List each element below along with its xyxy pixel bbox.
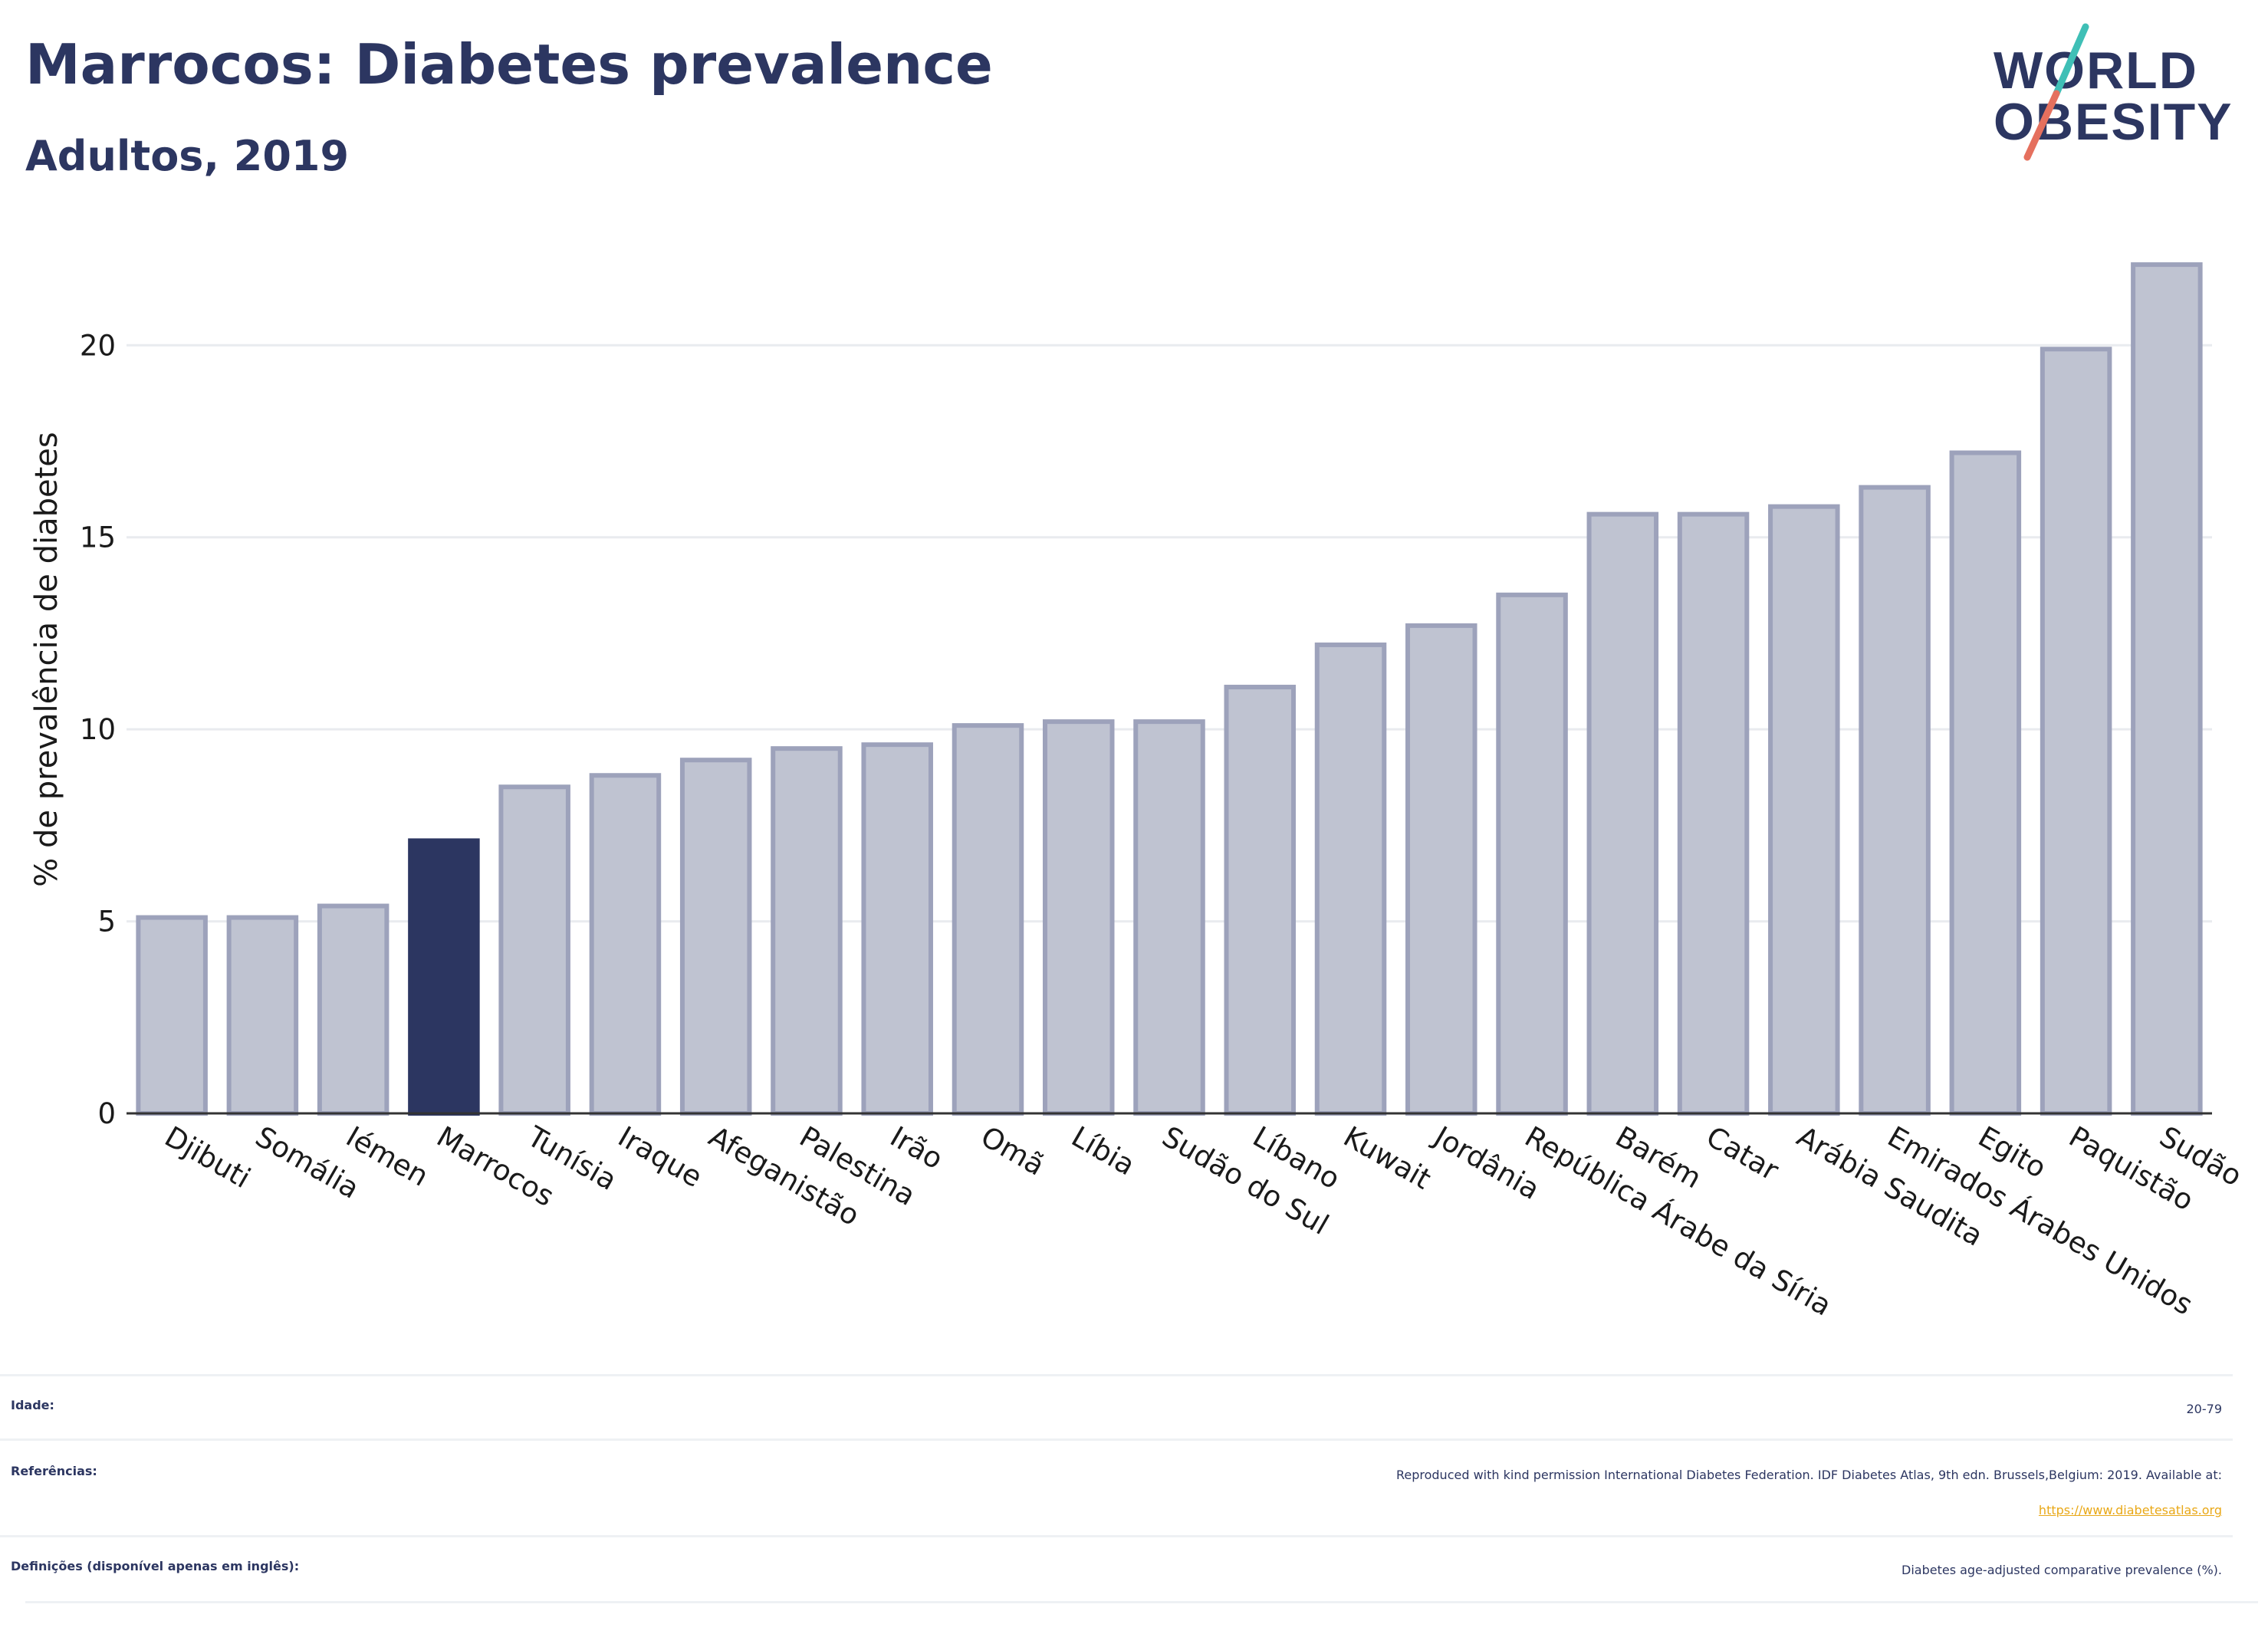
bar-egito[interactable] bbox=[1949, 450, 2022, 1116]
references-text: Reproduced with kind permission Internat… bbox=[1395, 1468, 2222, 1482]
world-obesity-logo: WORLD OBESITY bbox=[1994, 23, 2254, 169]
bar-iémen[interactable] bbox=[317, 903, 390, 1116]
x-tick-label: Jordânia bbox=[1428, 1119, 1546, 1207]
bar-sudão-do-sul[interactable] bbox=[1133, 719, 1205, 1116]
x-tick-label: Catar bbox=[1701, 1120, 1785, 1188]
y-tick-label: 5 bbox=[97, 906, 116, 939]
bar-djibuti[interactable] bbox=[136, 915, 208, 1116]
x-tick-label: Kuwait bbox=[1338, 1120, 1437, 1196]
logo-line-1: WORLD bbox=[1994, 41, 2198, 100]
x-tick-label: Omã bbox=[975, 1120, 1050, 1182]
y-tick-label: 0 bbox=[97, 1097, 116, 1130]
bar-catar[interactable] bbox=[1677, 511, 1750, 1116]
age-value: 20-79 bbox=[2186, 1402, 2223, 1416]
bar-somália[interactable] bbox=[226, 915, 299, 1116]
bar-emirados-árabes-unidos[interactable] bbox=[1859, 485, 1931, 1116]
definitions-label: Definições (disponível apenas em inglês)… bbox=[11, 1559, 300, 1573]
bar-kuwait[interactable] bbox=[1314, 642, 1387, 1116]
definitions-value: Diabetes age-adjusted comparative preval… bbox=[1902, 1563, 2222, 1577]
x-tick-label: Iraque bbox=[613, 1120, 708, 1194]
references-value: Reproduced with kind permission Internat… bbox=[1396, 1458, 2222, 1528]
chart-title: Marrocos: Diabetes prevalence bbox=[25, 32, 993, 97]
x-tick-label: Líbia bbox=[1066, 1120, 1140, 1182]
bar-irão[interactable] bbox=[861, 742, 933, 1116]
bar-tunísia[interactable] bbox=[498, 784, 570, 1116]
bar-arábia-saudita[interactable] bbox=[1768, 504, 1840, 1116]
bar-paquistão[interactable] bbox=[2040, 347, 2112, 1116]
info-bottom-divider bbox=[25, 1601, 2258, 1603]
x-tick-label: Somália bbox=[250, 1120, 365, 1205]
age-label: Idade: bbox=[11, 1398, 54, 1412]
bar-iraque[interactable] bbox=[589, 773, 662, 1116]
bar-república-árabe-da-síria[interactable] bbox=[1496, 592, 1568, 1116]
y-axis-label: % de prevalência de diabetes bbox=[29, 432, 64, 886]
bar-barém[interactable] bbox=[1586, 511, 1659, 1116]
bar-marrocos[interactable] bbox=[408, 838, 480, 1116]
info-row-definitions: Definições (disponível apenas em inglês)… bbox=[0, 1535, 2233, 1577]
references-link[interactable]: https://www.diabetesatlas.org bbox=[2038, 1503, 2222, 1517]
bar-líbano[interactable] bbox=[1224, 685, 1297, 1116]
chart-subtitle: Adultos, 2019 bbox=[25, 132, 350, 180]
y-tick-label: 15 bbox=[80, 521, 116, 554]
bar-chart: 05101520DjibutiSomáliaIémenMarrocosTunís… bbox=[29, 262, 2247, 1323]
info-row-age: Idade: 20-79 bbox=[0, 1374, 2233, 1416]
bar-palestina[interactable] bbox=[771, 746, 843, 1116]
bar-líbia[interactable] bbox=[1042, 719, 1115, 1116]
bar-afeganistão[interactable] bbox=[679, 758, 752, 1116]
bar-omã[interactable] bbox=[952, 723, 1024, 1116]
slash-mark-icon bbox=[2023, 23, 2089, 161]
x-tick-label: Djibuti bbox=[159, 1120, 256, 1195]
y-tick-label: 10 bbox=[80, 713, 116, 746]
bars bbox=[136, 262, 2203, 1116]
info-row-references: Referências: Reproduced with kind permis… bbox=[0, 1438, 2233, 1517]
references-label: Referências: bbox=[11, 1464, 97, 1478]
bar-jordânia[interactable] bbox=[1405, 623, 1477, 1116]
y-tick-label: 20 bbox=[80, 329, 116, 362]
bar-sudão[interactable] bbox=[2131, 262, 2203, 1116]
